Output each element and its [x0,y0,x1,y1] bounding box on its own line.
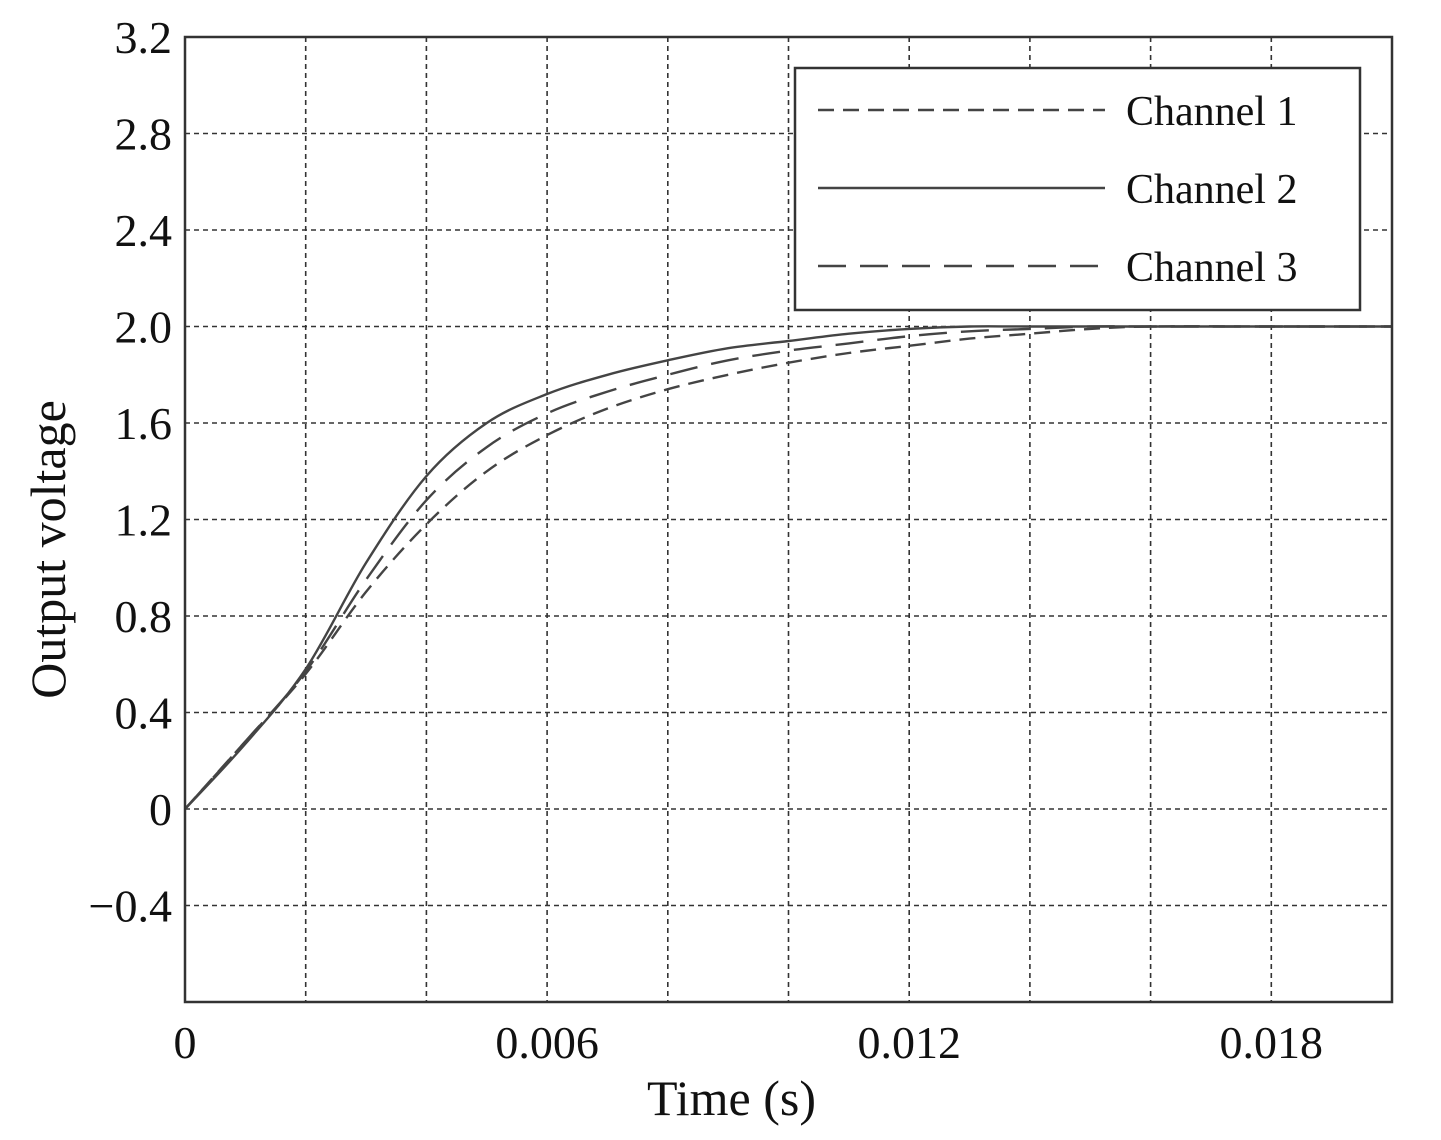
series-line-channel-3 [184,325,1392,810]
plot-frame [183,35,1394,1004]
legend-label-channel-2: Channel 2 [1126,167,1297,213]
x-tick-label: 0.018 [1220,1017,1324,1068]
grid [185,37,1392,1002]
y-tick-label: 1.2 [115,495,173,546]
x-tick-label: 0 [174,1017,197,1068]
y-tick-label: 2.4 [115,205,173,256]
y-axis-label: Output voltage [20,400,76,699]
y-tick-label: 3.2 [115,12,173,63]
legend-label-channel-1: Channel 1 [1126,89,1297,135]
x-tick-label: 0.012 [857,1017,961,1068]
y-tick-label: −0.4 [89,881,172,932]
series-layer [184,325,1392,810]
x-tick-labels: 0 0.006 0.012 0.018 [174,1017,1324,1068]
y-tick-label: 2.8 [115,109,173,160]
y-tick-label: 0 [149,784,172,835]
legend: Channel 1 Channel 2 Channel 3 [793,66,1362,312]
y-tick-label: 2.0 [115,302,173,353]
y-tick-labels: −0.4 0 0.4 0.8 1.2 1.6 2.0 2.4 2.8 3.2 [89,12,172,932]
legend-label-channel-3: Channel 3 [1126,245,1297,291]
y-tick-label: 1.6 [115,398,173,449]
y-tick-label: 0.4 [115,688,173,739]
y-tick-label: 0.8 [115,591,173,642]
x-tick-label: 0.006 [495,1017,599,1068]
series-line-channel-1 [184,325,1392,810]
x-axis-label: Time (s) [647,1070,816,1126]
